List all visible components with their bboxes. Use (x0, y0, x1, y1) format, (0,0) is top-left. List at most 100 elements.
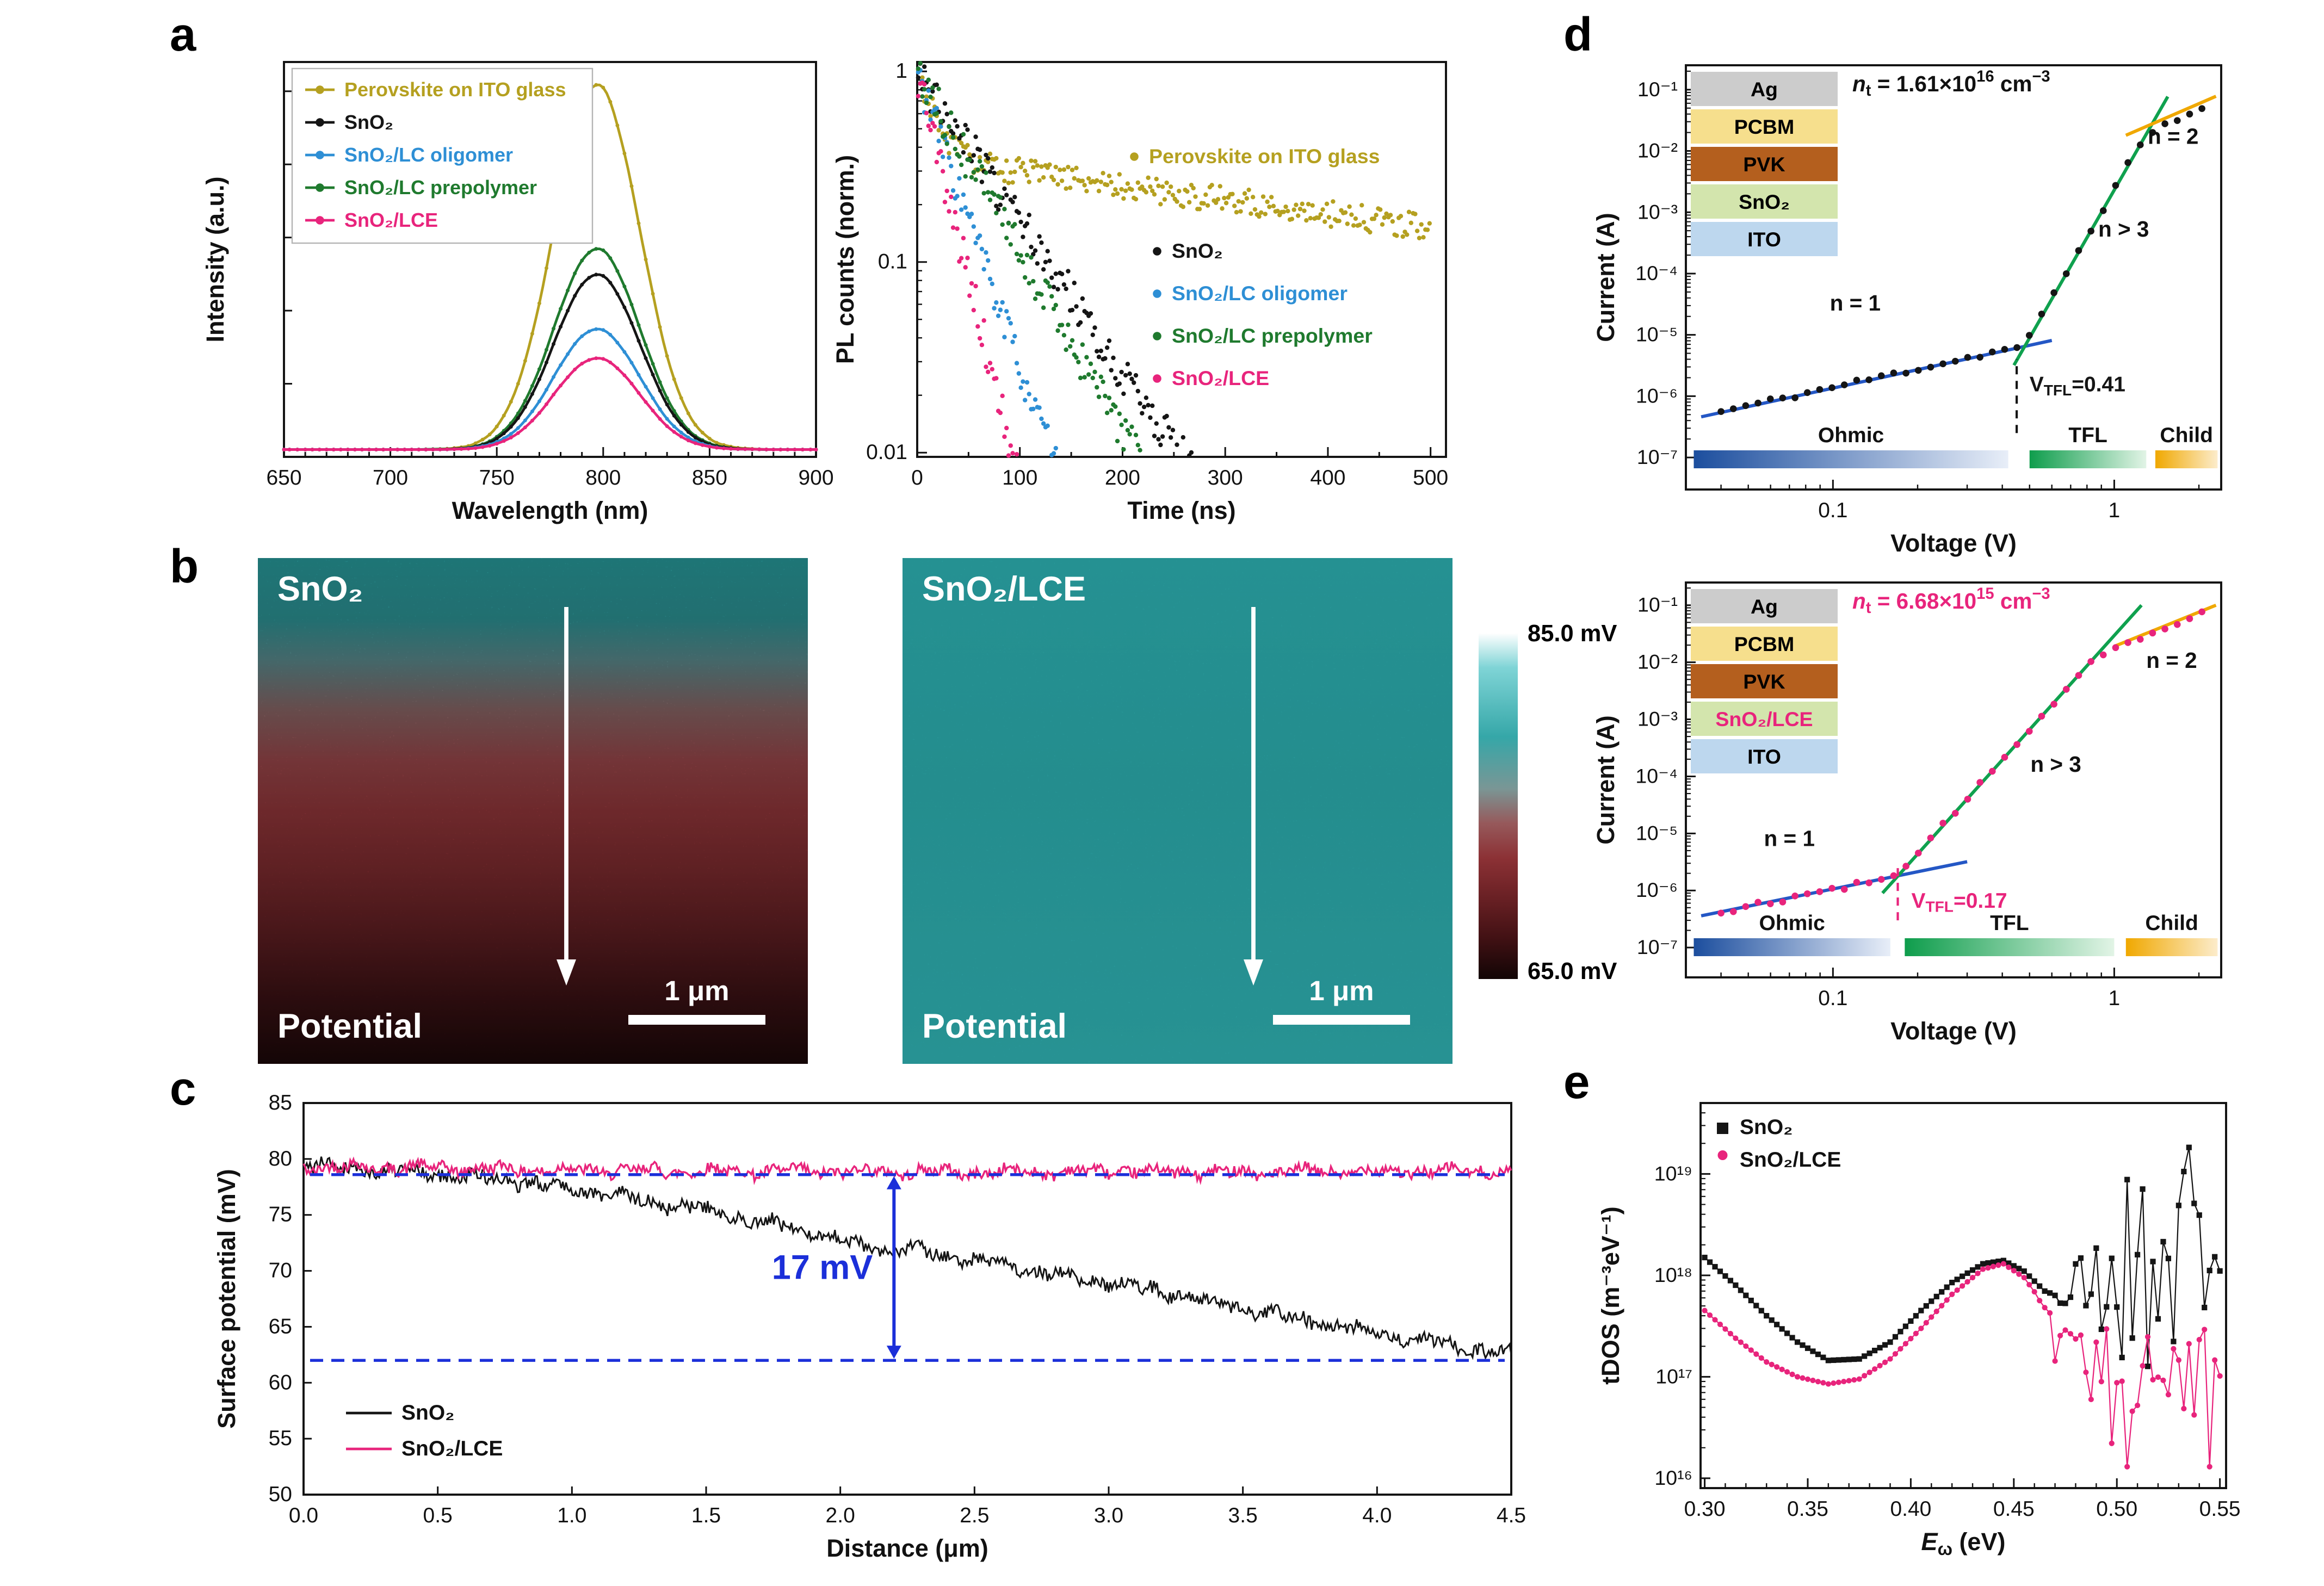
svg-text:10⁻⁴: 10⁻⁴ (1635, 262, 1678, 284)
svg-text:tDOS (m⁻³eV⁻¹): tDOS (m⁻³eV⁻¹) (1597, 1206, 1624, 1385)
svg-text:0.40: 0.40 (1890, 1497, 1931, 1521)
svg-text:SnO₂/LC oligomer: SnO₂/LC oligomer (1172, 282, 1348, 305)
svg-text:3.5: 3.5 (1228, 1504, 1258, 1527)
svg-text:10⁻⁷: 10⁻⁷ (1637, 445, 1678, 468)
kpfm-title-sno2-lce: SnO₂/LCE (922, 571, 1086, 609)
svg-text:Current (A): Current (A) (1592, 213, 1620, 342)
svg-text:Voltage (V): Voltage (V) (1890, 529, 2017, 557)
svg-text:0.0: 0.0 (289, 1504, 318, 1527)
svg-text:n > 3: n > 3 (2098, 216, 2149, 241)
potential-colorbar (1479, 633, 1518, 979)
svg-text:1: 1 (2109, 987, 2121, 1010)
pl-spectra-chart: 650 700 750 800 850 900 Wavelength (nm) Intensi… (201, 61, 834, 524)
device-layer-PVK: PVK (1691, 664, 1838, 698)
svg-text:0.5: 0.5 (423, 1504, 453, 1527)
svg-text:n > 3: n > 3 (2030, 752, 2081, 777)
svg-text:0.45: 0.45 (1993, 1497, 2035, 1521)
svg-text:0.1: 0.1 (1818, 987, 1847, 1010)
sclc-sno2-lce-chart: 0.1 1 10⁻⁷ 10⁻⁶ 10⁻⁵ 10⁻⁴ 10⁻³ 10⁻² 10⁻¹ Voltage … (1592, 581, 2222, 1045)
svg-text:200: 200 (1105, 466, 1140, 490)
svg-text:10⁻⁷: 10⁻⁷ (1637, 936, 1678, 958)
svg-text:0.01: 0.01 (866, 441, 907, 464)
svg-text:PL counts (norm.): PL counts (norm.) (831, 155, 859, 364)
svg-text:n = 1: n = 1 (1764, 826, 1815, 851)
svg-text:3.0: 3.0 (1094, 1504, 1123, 1527)
colorbar-gradient (1479, 633, 1518, 979)
svg-text:Child: Child (2145, 912, 2198, 935)
svg-text:0.50: 0.50 (2096, 1497, 2137, 1521)
svg-text:0.35: 0.35 (1787, 1497, 1828, 1521)
svg-text:70: 70 (269, 1259, 292, 1283)
panel-label-b: b (170, 542, 199, 594)
svg-text:nt = 1.61×1016 cm−3: nt = 1.61×1016 cm−3 (1852, 68, 2050, 100)
svg-text:10¹⁹: 10¹⁹ (1654, 1162, 1692, 1185)
svg-text:10⁻⁵: 10⁻⁵ (1636, 323, 1678, 346)
colorbar-min-label: 65.0 mV (1528, 959, 1617, 986)
svg-text:SnO₂/LCE: SnO₂/LCE (401, 1437, 503, 1460)
panel-label-d: d (1563, 10, 1593, 62)
svg-text:nt = 6.68×1015 cm−3: nt = 6.68×1015 cm−3 (1852, 585, 2050, 617)
kpfm-title-sno2: SnO₂ (277, 571, 363, 609)
svg-text:10⁻³: 10⁻³ (1637, 708, 1678, 730)
panel-label-e: e (1563, 1057, 1590, 1110)
svg-text:Surface potential (mV): Surface potential (mV) (213, 1169, 240, 1429)
panel-label-a: a (170, 10, 196, 62)
device-layer-PVK: PVK (1691, 147, 1838, 181)
svg-text:Ohmic: Ohmic (1818, 424, 1884, 447)
svg-text:Intensity (a.u.): Intensity (a.u.) (201, 176, 229, 342)
svg-text:10⁻⁵: 10⁻⁵ (1636, 821, 1678, 844)
svg-text:n = 2: n = 2 (2148, 124, 2198, 149)
svg-text:Voltage (V): Voltage (V) (1890, 1017, 2017, 1045)
device-stack-sno2-lce: Ag PCBM PVK SnO₂/LCE ITO (1691, 589, 1838, 777)
svg-text:17 mV: 17 mV (772, 1248, 873, 1286)
svg-text:10⁻⁶: 10⁻⁶ (1636, 878, 1678, 901)
kpfm-noise-texture (258, 558, 808, 1064)
svg-text:SnO₂/LCE: SnO₂/LCE (1172, 367, 1269, 389)
potential-scan-arrow (1244, 607, 1263, 986)
svg-text:Perovskite on ITO glass: Perovskite on ITO glass (344, 78, 566, 101)
trpl-decay-chart: 0 100 200 300 400 500 1 0.1 0.01 Time (ns) PL coun… (831, 59, 1448, 524)
device-layer-Ag: Ag (1691, 72, 1838, 106)
svg-text:SnO₂/LC oligomer: SnO₂/LC oligomer (344, 144, 513, 166)
svg-text:TFL: TFL (1990, 912, 2029, 935)
svg-text:85: 85 (269, 1091, 292, 1114)
svg-text:SnO₂: SnO₂ (1172, 239, 1223, 262)
svg-text:55: 55 (269, 1427, 292, 1450)
svg-text:1: 1 (895, 59, 907, 83)
device-layer-SnO₂: SnO₂ (1691, 184, 1838, 219)
tdos-chart: 0.30 0.35 0.40 0.45 0.50 0.55 10¹⁶ 10¹⁷ 10¹⁸ 10¹⁹… (1597, 1102, 2241, 1559)
svg-text:650: 650 (266, 466, 301, 490)
svg-text:0.1: 0.1 (878, 250, 907, 274)
svg-text:800: 800 (585, 466, 621, 490)
svg-text:0.30: 0.30 (1684, 1497, 1726, 1521)
svg-text:10⁻⁶: 10⁻⁶ (1636, 384, 1678, 407)
svg-text:60: 60 (269, 1371, 292, 1394)
device-layer-PCBM: PCBM (1691, 109, 1838, 144)
kpfm-mode-label: Potential (277, 1008, 423, 1046)
svg-text:10⁻³: 10⁻³ (1637, 200, 1678, 223)
svg-text:TFL: TFL (2068, 424, 2107, 447)
svg-text:10⁻¹: 10⁻¹ (1637, 593, 1678, 616)
panel-label-c: c (170, 1064, 196, 1116)
svg-text:50: 50 (269, 1483, 292, 1506)
svg-text:Ohmic: Ohmic (1759, 912, 1825, 935)
sclc-sno2-chart: 0.1 1 10⁻⁷ 10⁻⁶ 10⁻⁵ 10⁻⁴ 10⁻³ 10⁻² 10⁻¹ Voltage … (1592, 64, 2222, 557)
svg-text:850: 850 (692, 466, 727, 490)
svg-text:0.1: 0.1 (1818, 499, 1847, 522)
svg-text:10⁻²: 10⁻² (1637, 139, 1678, 162)
svg-text:SnO₂: SnO₂ (401, 1401, 455, 1424)
svg-text:SnO₂/LC prepolymer: SnO₂/LC prepolymer (1172, 324, 1373, 347)
svg-text:100: 100 (1002, 466, 1037, 490)
scalebar-label: 1 μm (1309, 976, 1374, 1007)
svg-text:2.5: 2.5 (960, 1504, 989, 1527)
svg-text:10¹⁶: 10¹⁶ (1654, 1466, 1692, 1489)
colorbar-max-label: 85.0 mV (1528, 622, 1617, 648)
svg-text:0: 0 (911, 466, 923, 490)
svg-text:0.55: 0.55 (2199, 1497, 2241, 1521)
svg-text:1.5: 1.5 (691, 1504, 721, 1527)
kpfm-map-sno2: SnO₂ Potential 1 μm (258, 558, 808, 1064)
svg-text:10⁻⁴: 10⁻⁴ (1635, 764, 1678, 787)
svg-text:Wavelength (nm): Wavelength (nm) (452, 497, 648, 524)
device-layer-Ag: Ag (1691, 589, 1838, 623)
kpfm-mode-label: Potential (922, 1008, 1067, 1046)
